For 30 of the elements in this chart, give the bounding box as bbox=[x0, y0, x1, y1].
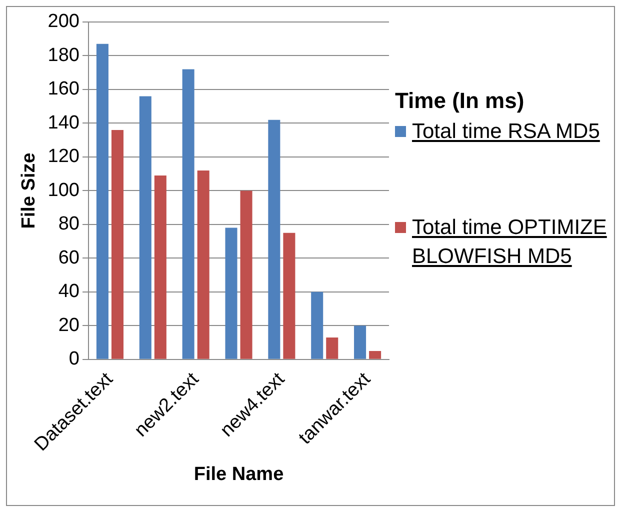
y-tick-label: 120 bbox=[48, 146, 80, 168]
bar bbox=[311, 292, 324, 359]
y-tick-label: 60 bbox=[58, 247, 80, 268]
bar bbox=[268, 120, 280, 359]
bar bbox=[182, 69, 194, 359]
bar bbox=[96, 44, 108, 359]
legend-title: Time (In ms) bbox=[395, 88, 526, 114]
y-tick-label: 140 bbox=[48, 112, 80, 134]
bar bbox=[354, 326, 366, 359]
y-axis-title: File Size bbox=[18, 152, 40, 229]
y-tick-label: 20 bbox=[58, 314, 80, 336]
bar bbox=[283, 232, 296, 359]
bar bbox=[225, 228, 238, 359]
y-tick-label: 40 bbox=[58, 281, 80, 302]
bar bbox=[369, 350, 382, 359]
legend-label: Total time OPTIMIZE BLOWFISH MD5 bbox=[412, 215, 608, 270]
y-tick-label: 180 bbox=[48, 44, 80, 66]
y-tick-label: 160 bbox=[48, 78, 80, 100]
bar bbox=[111, 130, 124, 359]
bar bbox=[197, 170, 210, 359]
x-axis-title: File Name bbox=[194, 464, 284, 485]
legend-label: Total time RSA MD5 bbox=[412, 119, 600, 145]
bar bbox=[154, 176, 166, 359]
y-tick-label: 200 bbox=[48, 11, 80, 32]
bar bbox=[326, 337, 338, 359]
y-tick-label: 100 bbox=[48, 180, 80, 201]
bar bbox=[139, 96, 152, 359]
y-tick-label: 0 bbox=[68, 348, 80, 370]
y-tick-label: 80 bbox=[58, 214, 80, 235]
bar bbox=[240, 190, 252, 359]
